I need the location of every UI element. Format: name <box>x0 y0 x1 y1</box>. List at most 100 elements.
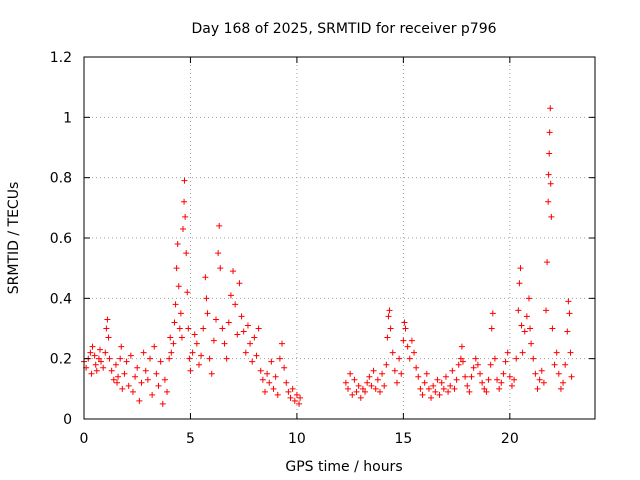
data-point <box>513 355 520 362</box>
data-point <box>102 349 109 356</box>
data-point <box>364 379 371 386</box>
data-point <box>349 391 356 398</box>
data-point <box>547 180 554 187</box>
data-point <box>557 385 564 392</box>
data-point <box>546 129 553 136</box>
data-point <box>215 250 222 257</box>
data-point <box>376 388 383 395</box>
data-point <box>142 367 149 374</box>
data-point <box>283 379 290 386</box>
data-point <box>417 385 424 392</box>
data-point <box>488 325 495 332</box>
data-point <box>187 367 194 374</box>
x-tick-label: 0 <box>80 431 89 447</box>
data-point <box>253 352 260 359</box>
data-point <box>515 307 522 314</box>
y-tick-label: 0 <box>63 412 72 428</box>
data-point <box>136 397 143 404</box>
data-point <box>119 385 126 392</box>
data-point <box>281 364 288 371</box>
data-point <box>181 177 188 184</box>
data-point <box>419 391 426 398</box>
data-point <box>544 259 551 266</box>
data-point <box>285 388 292 395</box>
data-point <box>521 328 528 335</box>
data-point <box>151 343 158 350</box>
data-point <box>404 343 411 350</box>
data-point <box>447 382 454 389</box>
data-point <box>464 382 471 389</box>
data-point <box>508 382 515 389</box>
data-point <box>132 373 139 380</box>
data-point <box>393 379 400 386</box>
data-point <box>440 385 447 392</box>
data-point <box>342 379 349 386</box>
data-point <box>247 340 254 347</box>
data-point <box>93 367 100 374</box>
data-point <box>479 379 486 386</box>
data-point <box>157 358 164 365</box>
data-point <box>108 367 115 374</box>
data-points <box>81 105 575 407</box>
data-point <box>87 349 94 356</box>
data-point <box>408 337 415 344</box>
y-tick-labels: 0 0.2 0.4 0.6 0.8 1 1.2 <box>50 50 72 428</box>
data-point <box>191 331 198 338</box>
data-point <box>232 301 239 308</box>
data-point <box>359 385 366 392</box>
data-point <box>134 364 141 371</box>
data-point <box>430 382 437 389</box>
data-point <box>502 358 509 365</box>
data-point <box>149 391 156 398</box>
data-point <box>455 361 462 368</box>
data-point <box>125 382 132 389</box>
data-point <box>528 340 535 347</box>
y-tick-label: 0.2 <box>50 352 72 368</box>
data-point <box>121 370 128 377</box>
data-point <box>560 379 567 386</box>
data-point <box>391 367 398 374</box>
data-point <box>536 376 543 383</box>
data-point <box>389 349 396 356</box>
data-point <box>357 394 364 401</box>
data-point <box>517 265 524 272</box>
data-point <box>421 379 428 386</box>
data-point <box>181 198 188 205</box>
data-point <box>540 379 547 386</box>
data-point <box>487 361 494 368</box>
data-point <box>516 280 523 287</box>
data-point <box>264 370 271 377</box>
data-point <box>402 325 409 332</box>
data-point <box>257 367 264 374</box>
data-point <box>374 376 381 383</box>
data-point <box>468 373 475 380</box>
data-point <box>223 355 230 362</box>
data-point <box>466 388 473 395</box>
data-point <box>506 373 513 380</box>
data-point <box>457 355 464 362</box>
data-point <box>180 225 187 232</box>
data-point <box>105 334 112 341</box>
data-point <box>89 343 96 350</box>
data-point <box>470 364 477 371</box>
data-point <box>219 325 226 332</box>
data-point <box>173 265 180 272</box>
data-point <box>483 388 490 395</box>
data-point <box>494 376 501 383</box>
data-point <box>270 385 277 392</box>
x-axis-label: GPS time / hours <box>285 459 402 475</box>
data-point <box>185 325 192 332</box>
data-point <box>88 370 95 377</box>
data-point <box>238 313 245 320</box>
data-point <box>127 352 134 359</box>
data-point <box>236 280 243 287</box>
data-point <box>100 364 107 371</box>
data-point <box>498 379 505 386</box>
data-point <box>477 370 484 377</box>
y-tick-label: 0.4 <box>50 291 72 307</box>
data-point <box>449 367 456 374</box>
data-point <box>551 361 558 368</box>
data-point <box>534 385 541 392</box>
data-point <box>462 373 469 380</box>
